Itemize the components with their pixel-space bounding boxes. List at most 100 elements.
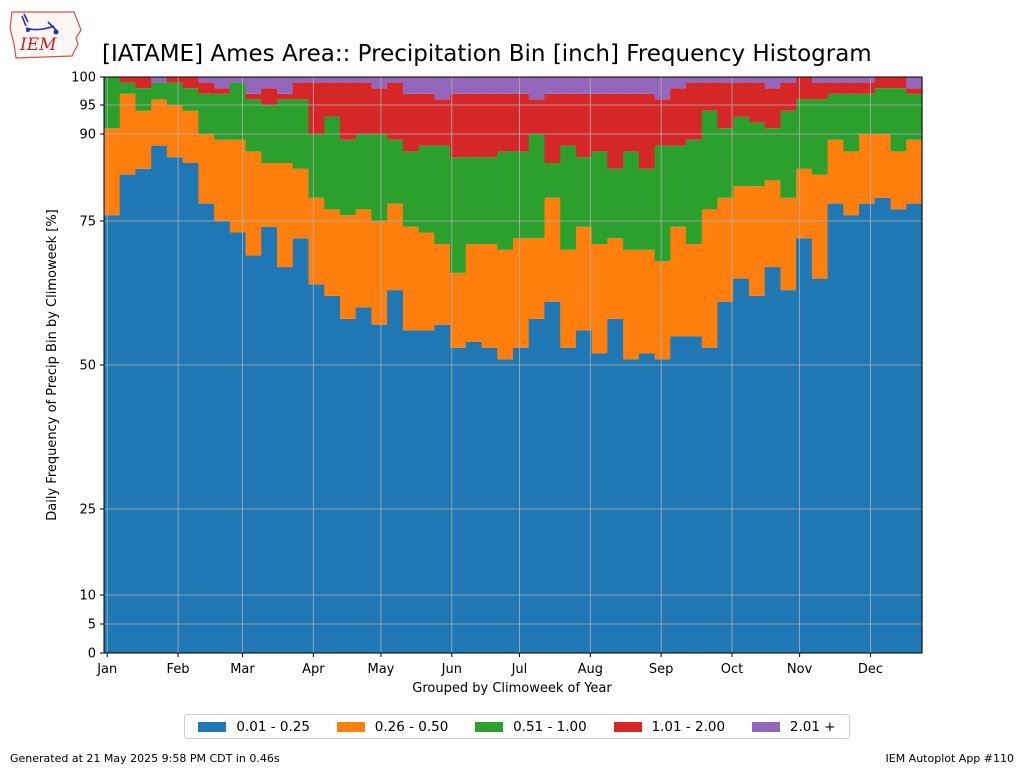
bar-segment [308, 284, 325, 653]
bar-segment [638, 77, 656, 94]
bar-segment [245, 151, 262, 256]
legend-item: 0.51 - 1.00 [475, 719, 587, 735]
legend-swatch [198, 721, 227, 732]
bar-segment [654, 261, 671, 360]
bar-segment [890, 77, 907, 89]
bar-segment [434, 324, 451, 653]
bar-segment [701, 77, 719, 83]
bar-segment [607, 318, 624, 653]
bar-segment [748, 295, 766, 653]
bar-segment [654, 359, 671, 653]
bar-segment [623, 249, 640, 360]
bar-segment [324, 295, 341, 653]
bar-segment [402, 330, 420, 653]
bar-segment [261, 226, 278, 653]
bar-segment [229, 82, 247, 140]
bar-segment [402, 226, 420, 331]
bar-segment [355, 82, 373, 134]
bar-segment [764, 180, 782, 268]
bar-segment [151, 82, 168, 100]
bar-segment [906, 139, 923, 204]
bar-segment [733, 82, 750, 117]
x-tick-label: Nov [787, 662, 813, 677]
iowa-state-logo-graphic: IEM [9, 11, 82, 59]
app-label: IEM Autoplot App #110 [885, 752, 1015, 765]
bar-segment [418, 232, 435, 331]
bar-segment [717, 77, 734, 83]
bar-segment [182, 163, 199, 653]
bar-segment [764, 128, 782, 181]
bar-segment [182, 88, 199, 111]
bar-segment [324, 116, 341, 210]
legend-swatch [613, 721, 642, 732]
bar-segment [859, 82, 876, 94]
bar-segment [733, 186, 750, 279]
bar-segment [371, 134, 388, 221]
bar-segment [198, 93, 215, 134]
bar-segment [339, 318, 357, 653]
bar-segment [182, 77, 199, 89]
bar-segment [811, 174, 829, 279]
bar-segment [355, 307, 373, 653]
bar-segment [906, 77, 923, 89]
bar-segment [796, 238, 813, 653]
bar-segment [481, 244, 498, 348]
bar-segment [324, 209, 341, 296]
bar-segment [450, 157, 467, 273]
x-tick-label: Mar [230, 662, 255, 677]
generated-timestamp: Generated at 21 May 2025 9:58 PM CDT in … [10, 752, 280, 765]
bar-segment [229, 232, 247, 653]
x-tick-label: Oct [721, 662, 743, 677]
bar-segment [733, 278, 750, 653]
bar-segment [890, 151, 907, 210]
bar-segment [544, 197, 561, 302]
bar-segment [135, 110, 152, 169]
bar-segment [780, 197, 797, 291]
bar-segment [670, 226, 687, 337]
bar-segment [355, 77, 373, 83]
bar-segment [513, 238, 530, 348]
bar-segment [748, 122, 766, 187]
bar-segment [654, 77, 671, 100]
bar-segment [355, 209, 373, 308]
bar-segment [245, 255, 262, 653]
bar-segment [229, 139, 247, 233]
bar-segment [324, 82, 341, 117]
bar-segment [780, 77, 797, 83]
bar-segment [182, 110, 199, 163]
bar-segment [135, 77, 152, 89]
bar-segment [104, 128, 121, 216]
bar-segment [450, 77, 467, 94]
bar-segment [418, 330, 435, 653]
bar-segment [434, 145, 451, 245]
bar-segment [528, 77, 546, 100]
bar-segment [292, 238, 310, 653]
bar-segment [827, 82, 844, 94]
bar-segment [151, 77, 168, 83]
x-tick-label: Apr [302, 662, 325, 677]
bar-segment [104, 215, 121, 653]
y-axis-ticks: 0 5 10 25 50 75 90 95 100 [71, 71, 104, 662]
bar-segment [214, 88, 231, 94]
bar-segment [277, 77, 294, 94]
legend-label: 1.01 - 2.00 [651, 718, 726, 735]
bar-segment [292, 168, 310, 239]
legend-label: 2.01 + [789, 718, 836, 735]
bar-segment [701, 110, 719, 210]
bar-segment [591, 93, 608, 152]
legend: 0.01 - 0.25 0.26 - 0.50 0.51 - 1.00 1.01 - … [184, 714, 850, 739]
bar-segment [481, 347, 498, 653]
bar-segment [418, 145, 435, 233]
bar-segment [733, 116, 750, 187]
bar-segment [575, 330, 593, 653]
bar-segment [560, 347, 577, 653]
bar-segment [686, 82, 703, 140]
bar-segment [748, 186, 766, 296]
bar-segment [575, 77, 593, 94]
bar-segment [811, 278, 829, 653]
bar-segment [481, 77, 498, 94]
bar-segment [890, 88, 907, 152]
bar-segment [544, 301, 561, 653]
bar-segment [513, 93, 530, 152]
bar-segment [591, 77, 608, 94]
